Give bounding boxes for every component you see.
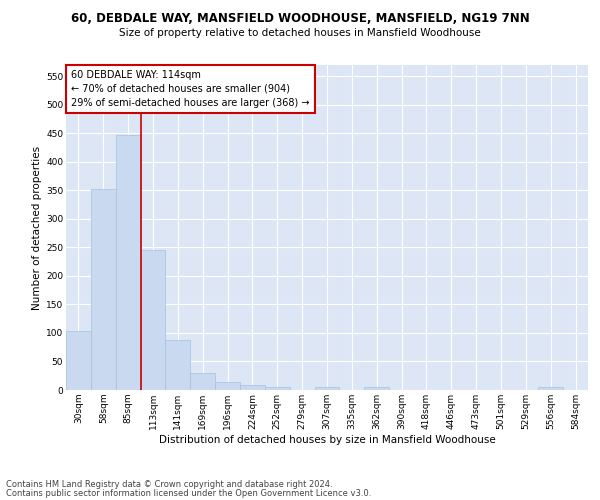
Bar xyxy=(91,188,116,390)
Text: 60 DEBDALE WAY: 114sqm
← 70% of detached houses are smaller (904)
29% of semi-de: 60 DEBDALE WAY: 114sqm ← 70% of detached… xyxy=(71,70,310,108)
Bar xyxy=(265,387,290,390)
Bar xyxy=(140,250,166,390)
Bar xyxy=(538,387,563,390)
Bar xyxy=(66,332,91,390)
Text: Size of property relative to detached houses in Mansfield Woodhouse: Size of property relative to detached ho… xyxy=(119,28,481,38)
Y-axis label: Number of detached properties: Number of detached properties xyxy=(32,146,42,310)
Bar xyxy=(190,373,215,390)
Bar xyxy=(240,385,265,390)
Text: 60, DEBDALE WAY, MANSFIELD WOODHOUSE, MANSFIELD, NG19 7NN: 60, DEBDALE WAY, MANSFIELD WOODHOUSE, MA… xyxy=(71,12,529,26)
Bar xyxy=(215,382,240,390)
X-axis label: Distribution of detached houses by size in Mansfield Woodhouse: Distribution of detached houses by size … xyxy=(158,434,496,444)
Bar xyxy=(166,340,190,390)
Text: Contains HM Land Registry data © Crown copyright and database right 2024.: Contains HM Land Registry data © Crown c… xyxy=(6,480,332,489)
Bar xyxy=(314,387,340,390)
Text: Contains public sector information licensed under the Open Government Licence v3: Contains public sector information licen… xyxy=(6,488,371,498)
Bar xyxy=(364,387,389,390)
Bar xyxy=(116,134,140,390)
